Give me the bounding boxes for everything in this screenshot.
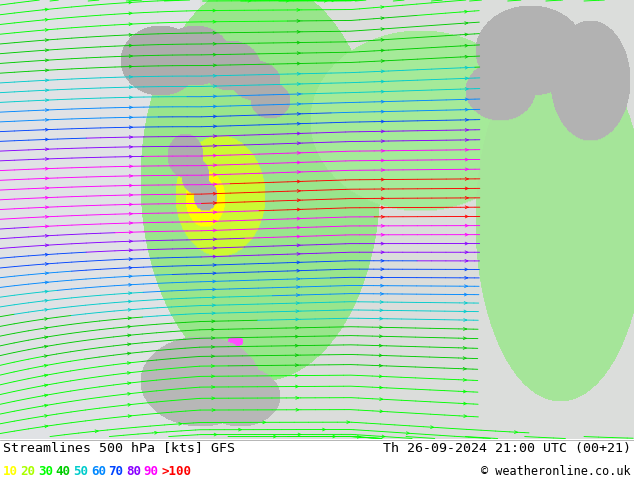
Text: 50: 50 xyxy=(74,466,88,478)
Text: 10: 10 xyxy=(3,466,18,478)
Text: 70: 70 xyxy=(108,466,124,478)
Text: © weatheronline.co.uk: © weatheronline.co.uk xyxy=(481,466,631,478)
Text: >100: >100 xyxy=(162,466,191,478)
Text: Th 26-09-2024 21:00 UTC (00+21): Th 26-09-2024 21:00 UTC (00+21) xyxy=(383,441,631,455)
Text: 60: 60 xyxy=(91,466,106,478)
Text: 40: 40 xyxy=(56,466,71,478)
Text: 90: 90 xyxy=(144,466,158,478)
Text: 20: 20 xyxy=(20,466,36,478)
Text: 80: 80 xyxy=(126,466,141,478)
Text: Streamlines 500 hPa [kts] GFS: Streamlines 500 hPa [kts] GFS xyxy=(3,441,235,455)
Text: 30: 30 xyxy=(38,466,53,478)
